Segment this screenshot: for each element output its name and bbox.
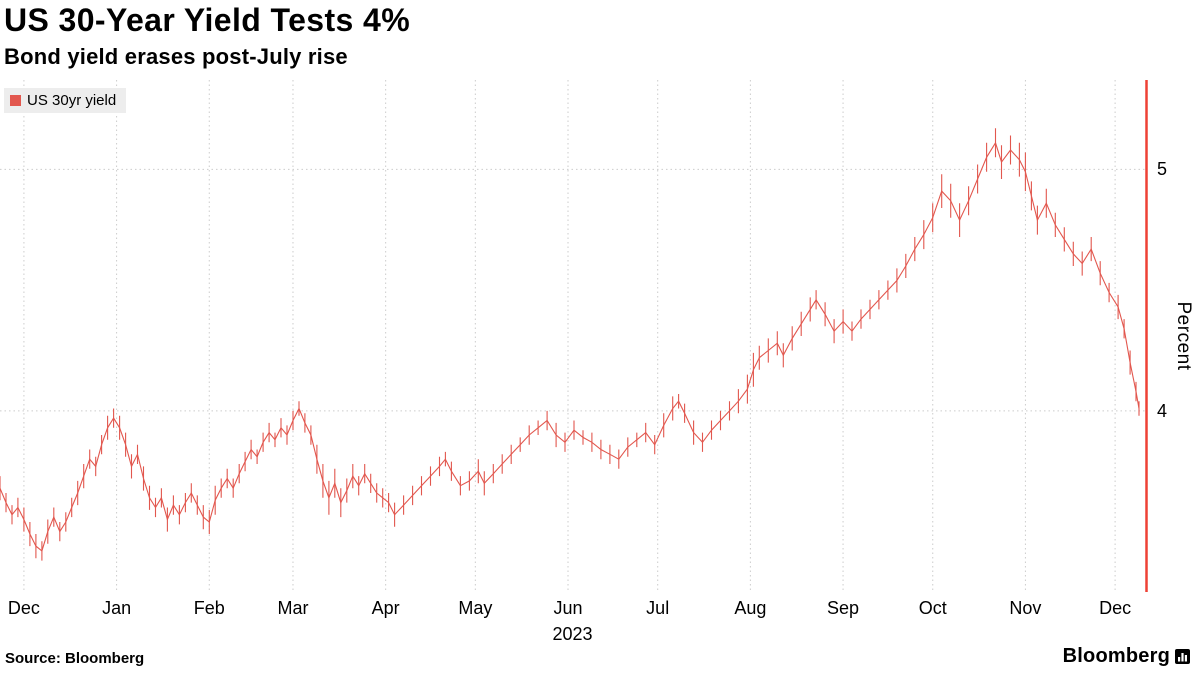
bloomberg-logo: Bloomberg	[1063, 645, 1190, 668]
gridlines	[0, 80, 1145, 592]
x-tick-label-jun: Jun	[553, 598, 583, 618]
chart-legend: US 30yr yield	[4, 88, 127, 113]
x-tick-label-jul: Jul	[646, 598, 670, 618]
x-tick-label-dec: Dec	[1099, 598, 1132, 618]
y-tick-label-4: 4	[1157, 400, 1168, 421]
x-tick-label-feb: Feb	[193, 598, 225, 618]
x-tick-label-may: May	[458, 598, 493, 618]
x-tick-label-aug: Aug	[734, 598, 767, 618]
x-axis-year-label: 2023	[552, 624, 593, 644]
page-title: US 30-Year Yield Tests 4%	[4, 2, 411, 38]
page-subtitle: Bond yield erases post-July rise	[4, 44, 348, 69]
yield-series-wicks	[0, 128, 1140, 561]
yield-chart	[0, 80, 1148, 592]
x-tick-label-mar: Mar	[277, 598, 309, 618]
y-tick-label-5: 5	[1157, 159, 1168, 180]
x-tick-label-oct: Oct	[918, 598, 947, 618]
source-credit: Source: Bloomberg	[5, 650, 145, 667]
bloomberg-logo-text: Bloomberg	[1062, 645, 1170, 667]
x-axis-labels: Dec Jan Feb Mar Apr May Jun Jul Aug Sep Oct Nov Dec	[0, 598, 1148, 622]
legend-label: US 30yr yield	[27, 92, 117, 109]
legend-swatch-icon	[10, 95, 21, 106]
chart-area	[0, 80, 1148, 592]
y-axis-title: Percent	[1173, 301, 1194, 371]
x-tick-label-dec: Dec	[7, 598, 40, 618]
x-tick-label-apr: Apr	[371, 598, 400, 618]
bloomberg-logo-icon	[1175, 649, 1190, 664]
x-tick-label-sep: Sep	[827, 598, 860, 618]
x-tick-label-jan: Jan	[102, 598, 132, 618]
yield-series-line	[0, 141, 1140, 552]
x-tick-label-nov: Nov	[1009, 598, 1042, 618]
